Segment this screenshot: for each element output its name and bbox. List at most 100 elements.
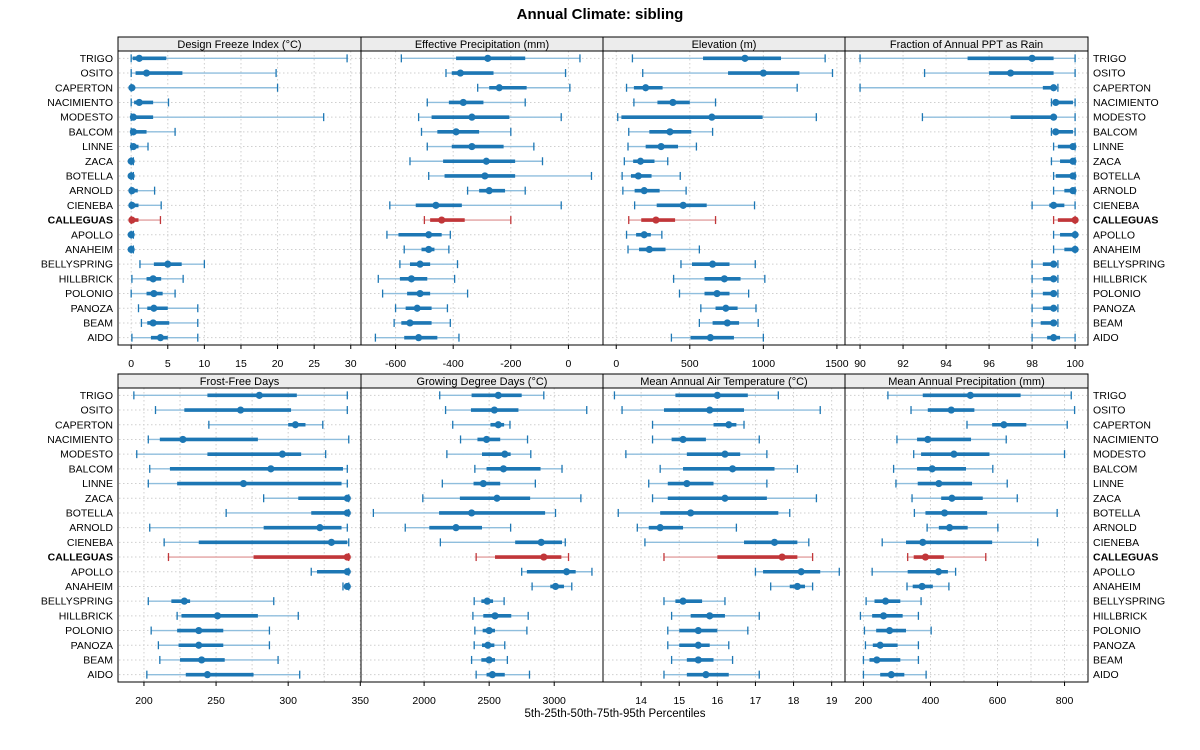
median-dot [694, 626, 702, 635]
median-dot [657, 142, 665, 151]
site-label-left: BEAM [83, 654, 113, 666]
panel-area [845, 388, 1088, 682]
median-dot [343, 582, 351, 591]
axis-tick-label: 19 [826, 695, 838, 707]
median-dot [425, 231, 433, 239]
median-dot [415, 334, 423, 342]
median-dot [316, 524, 324, 532]
site-label-right: NACIMIENTO [1093, 97, 1159, 109]
site-label-left: BALCOM [69, 463, 113, 475]
median-dot [128, 201, 136, 209]
median-dot [1049, 289, 1058, 298]
site-label-left: BALCOM [69, 126, 113, 138]
median-dot [459, 98, 467, 107]
median-dot [924, 435, 932, 444]
median-dot [488, 671, 497, 679]
median-dot [150, 304, 158, 312]
median-dot [484, 54, 492, 62]
axis-tick-label: 98 [1026, 358, 1038, 370]
site-label-left: ARNOLD [69, 185, 113, 197]
median-dot [887, 671, 895, 679]
site-label-right: APOLLO [1093, 566, 1135, 578]
site-label-right: AIDO [1093, 332, 1119, 344]
median-dot [495, 84, 503, 92]
median-dot [468, 113, 476, 121]
site-label-left: ANAHEIM [65, 581, 113, 593]
median-dot [425, 245, 433, 254]
site-label-right: APOLLO [1093, 229, 1135, 241]
site-label-right: PANOZA [1093, 640, 1135, 652]
median-dot [135, 54, 143, 62]
median-dot [725, 421, 733, 429]
site-label-right: BOTELLA [1093, 170, 1140, 182]
median-dot [180, 597, 188, 605]
axis-tick-label: 10 [199, 358, 211, 370]
site-label-left: BOTELLA [66, 507, 113, 519]
site-label-right: BOTELLA [1093, 507, 1140, 519]
panel-strip-title: Mean Annual Precipitation (mm) [888, 376, 1045, 388]
median-dot [683, 479, 691, 488]
median-dot [129, 113, 137, 121]
site-label-left: MODESTO [60, 112, 113, 124]
site-label-right: MODESTO [1093, 449, 1146, 461]
site-label-left: CIENEBA [67, 537, 113, 549]
panel-strip-title: Effective Precipitation (mm) [415, 39, 549, 51]
site-label-left: HILLBRICK [59, 610, 113, 622]
median-dot [562, 568, 571, 576]
site-label-right: MODESTO [1093, 112, 1146, 124]
median-dot [150, 289, 158, 298]
median-dot [236, 406, 245, 414]
median-dot [694, 656, 702, 664]
median-dot [723, 319, 731, 327]
median-dot [919, 538, 927, 546]
median-dot [793, 582, 801, 591]
site-label-left: ZACA [85, 493, 113, 505]
site-label-left: AIDO [87, 669, 113, 681]
median-dot [721, 450, 729, 458]
median-dot [482, 157, 490, 165]
median-dot [483, 597, 491, 605]
site-label-left: ANAHEIM [65, 244, 113, 256]
median-dot [407, 275, 416, 283]
axis-tick-label: 250 [207, 695, 225, 707]
panel-strip [844, 373, 1089, 389]
median-dot [291, 421, 299, 429]
percentiles-caption: 5th-25th-50th-75th-95th Percentiles [524, 708, 706, 720]
site-label-left: NACIMIENTO [47, 434, 113, 446]
median-dot [679, 597, 687, 605]
median-dot [343, 509, 351, 517]
axis-tick-label: -600 [385, 358, 406, 370]
median-dot [706, 406, 714, 414]
site-label-left: POLONIO [65, 625, 113, 637]
median-dot [164, 260, 172, 268]
median-dot [669, 98, 677, 107]
site-label-right: ARNOLD [1093, 185, 1137, 197]
site-label-right: CALLEGUAS [1093, 552, 1158, 564]
axis-tick-label: 92 [897, 358, 909, 370]
median-dot [708, 113, 716, 121]
median-dot [127, 231, 135, 239]
median-dot [156, 334, 165, 342]
site-label-right: LINNE [1093, 478, 1124, 490]
site-label-right: BALCOM [1093, 126, 1137, 138]
site-label-left: LINNE [82, 141, 113, 153]
median-dot [1049, 334, 1058, 342]
median-dot [694, 641, 702, 649]
median-dot [127, 172, 135, 180]
median-dot [493, 494, 501, 502]
median-dot [267, 465, 275, 473]
panel-strip-title: Elevation (m) [692, 39, 757, 51]
site-label-right: CAPERTON [1093, 419, 1151, 431]
median-dot [343, 553, 351, 561]
median-dot [966, 391, 974, 399]
median-dot [501, 450, 509, 458]
axis-tick-label: 14 [635, 695, 647, 707]
median-dot [128, 187, 136, 195]
median-dot [195, 641, 203, 649]
site-label-left: CALLEGUAS [48, 552, 113, 564]
median-dot [278, 450, 287, 458]
median-dot [129, 142, 137, 151]
panel-strip-title: Mean Annual Air Temperature (°C) [640, 376, 807, 388]
site-label-right: ANAHEIM [1093, 244, 1141, 256]
median-dot [343, 568, 351, 576]
